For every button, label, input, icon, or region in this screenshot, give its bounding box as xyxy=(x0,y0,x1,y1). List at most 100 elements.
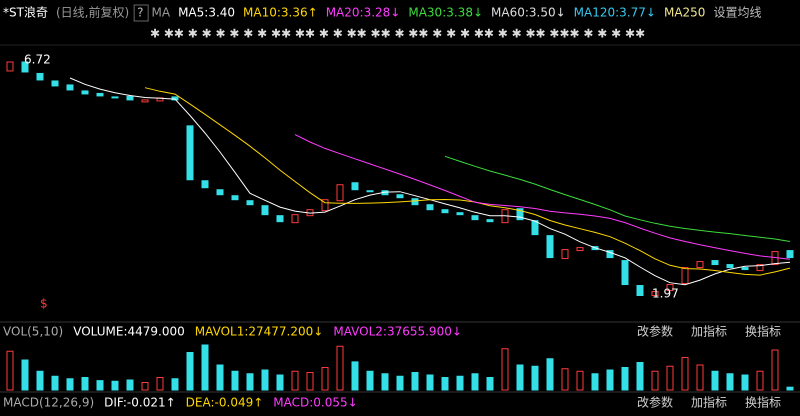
candle xyxy=(336,184,344,202)
volume-bar xyxy=(531,365,539,391)
volume-bar xyxy=(201,344,209,391)
volume-bar xyxy=(111,380,119,391)
volume-bar xyxy=(696,364,704,391)
candle xyxy=(696,261,704,269)
candle xyxy=(51,80,59,87)
low-label: 1.97 xyxy=(652,287,679,301)
volume-bar xyxy=(396,375,404,391)
candle xyxy=(666,284,674,292)
candle xyxy=(471,215,479,221)
ma-settings: 设置均线 xyxy=(713,6,761,20)
volume-bar xyxy=(711,370,719,391)
volume-bar xyxy=(471,373,479,391)
volume-bar xyxy=(291,370,299,391)
volume-bar xyxy=(561,368,569,391)
volume-bar xyxy=(411,372,419,391)
candle xyxy=(216,189,224,196)
volume-bar xyxy=(141,382,149,391)
candle xyxy=(261,205,269,216)
candle xyxy=(186,125,194,181)
volume-bar xyxy=(351,361,359,391)
volume-bar xyxy=(576,370,584,391)
candle xyxy=(606,250,614,259)
candle xyxy=(621,260,629,286)
candle xyxy=(171,96,179,101)
macd-header: MACD:0.055↓ xyxy=(273,396,357,410)
indicator-button[interactable]: 改参数 xyxy=(637,395,673,410)
candle xyxy=(711,260,719,266)
candle xyxy=(516,208,524,221)
volume-bar xyxy=(726,373,734,391)
ma-value: MA20:3.28↓ xyxy=(326,6,401,20)
candle xyxy=(201,180,209,189)
volume-bar xyxy=(516,364,524,391)
help-box xyxy=(133,4,149,22)
volume-bar xyxy=(741,374,749,391)
volume-bar xyxy=(786,386,794,391)
volume-bar xyxy=(501,348,509,391)
volume-bar xyxy=(66,378,74,391)
indicator-button[interactable]: 换指标 xyxy=(745,395,781,410)
volume-bar xyxy=(486,377,494,391)
volume-bar xyxy=(591,373,599,391)
candle xyxy=(531,220,539,236)
candle xyxy=(426,204,434,211)
indicator-button[interactable]: 加指标 xyxy=(691,395,727,410)
candle xyxy=(396,194,404,199)
volume-bar xyxy=(81,377,89,391)
volume-bar xyxy=(636,362,644,391)
candle xyxy=(231,195,239,201)
volume-bar xyxy=(336,345,344,391)
candle xyxy=(96,92,104,97)
ma-value: MA5:3.40 xyxy=(178,6,235,20)
volume-bar xyxy=(171,378,179,391)
volume-bar xyxy=(456,375,464,391)
candle xyxy=(276,215,284,223)
volume-header: VOL(5,10) xyxy=(3,325,63,339)
volume-bar xyxy=(651,370,659,391)
volume-bar xyxy=(231,370,239,391)
volume-bar xyxy=(606,369,614,391)
candle xyxy=(111,96,119,99)
flag: $ xyxy=(40,297,48,311)
candle xyxy=(576,247,584,252)
volume-bar xyxy=(321,367,329,391)
volume-bar xyxy=(246,373,254,391)
ma-value: MA120:3.77↓ xyxy=(574,6,656,20)
volume-bar xyxy=(666,365,674,391)
candle xyxy=(366,190,374,193)
candle xyxy=(636,285,644,297)
candle xyxy=(6,61,14,72)
volume-bar xyxy=(426,374,434,391)
ma-value: MA30:3.38↓ xyxy=(408,6,483,20)
indicator-button[interactable]: 加指标 xyxy=(691,324,727,339)
volume-bar xyxy=(621,367,629,391)
symbol: *ST浪奇 xyxy=(3,5,48,20)
candle xyxy=(21,61,29,73)
volume-header: VOLUME:4479.000 xyxy=(73,325,185,339)
candle xyxy=(546,235,554,259)
candle xyxy=(486,219,494,223)
event-markers: ✱ ✱✱ ✱ ✱ ✱ ✱ ✱ ✱ ✱✱ ✱✱ ✱ ✱ ✱✱ ✱✱ ✱ ✱✱ ✱ … xyxy=(150,27,645,41)
volume-bar xyxy=(276,374,284,391)
macd-header: MACD(12,26,9) xyxy=(3,396,94,410)
moving-average xyxy=(144,87,791,276)
indicator-button[interactable]: 改参数 xyxy=(637,324,673,339)
candle xyxy=(36,72,44,81)
moving-average xyxy=(69,77,791,286)
candle xyxy=(726,264,734,269)
help: ? xyxy=(137,6,143,20)
candle xyxy=(411,198,419,206)
candle xyxy=(741,267,749,271)
ma-value: MA10:3.36↑ xyxy=(243,6,318,20)
volume-bar xyxy=(771,349,779,391)
volume-bar xyxy=(441,377,449,391)
ma-label: MA xyxy=(152,6,171,20)
candle xyxy=(246,200,254,206)
indicator-button[interactable]: 换指标 xyxy=(745,324,781,339)
candle xyxy=(321,199,329,212)
volume-bar xyxy=(261,369,269,391)
candle xyxy=(126,95,134,101)
moving-average xyxy=(444,155,791,242)
high-label: 6.72 xyxy=(24,53,51,67)
